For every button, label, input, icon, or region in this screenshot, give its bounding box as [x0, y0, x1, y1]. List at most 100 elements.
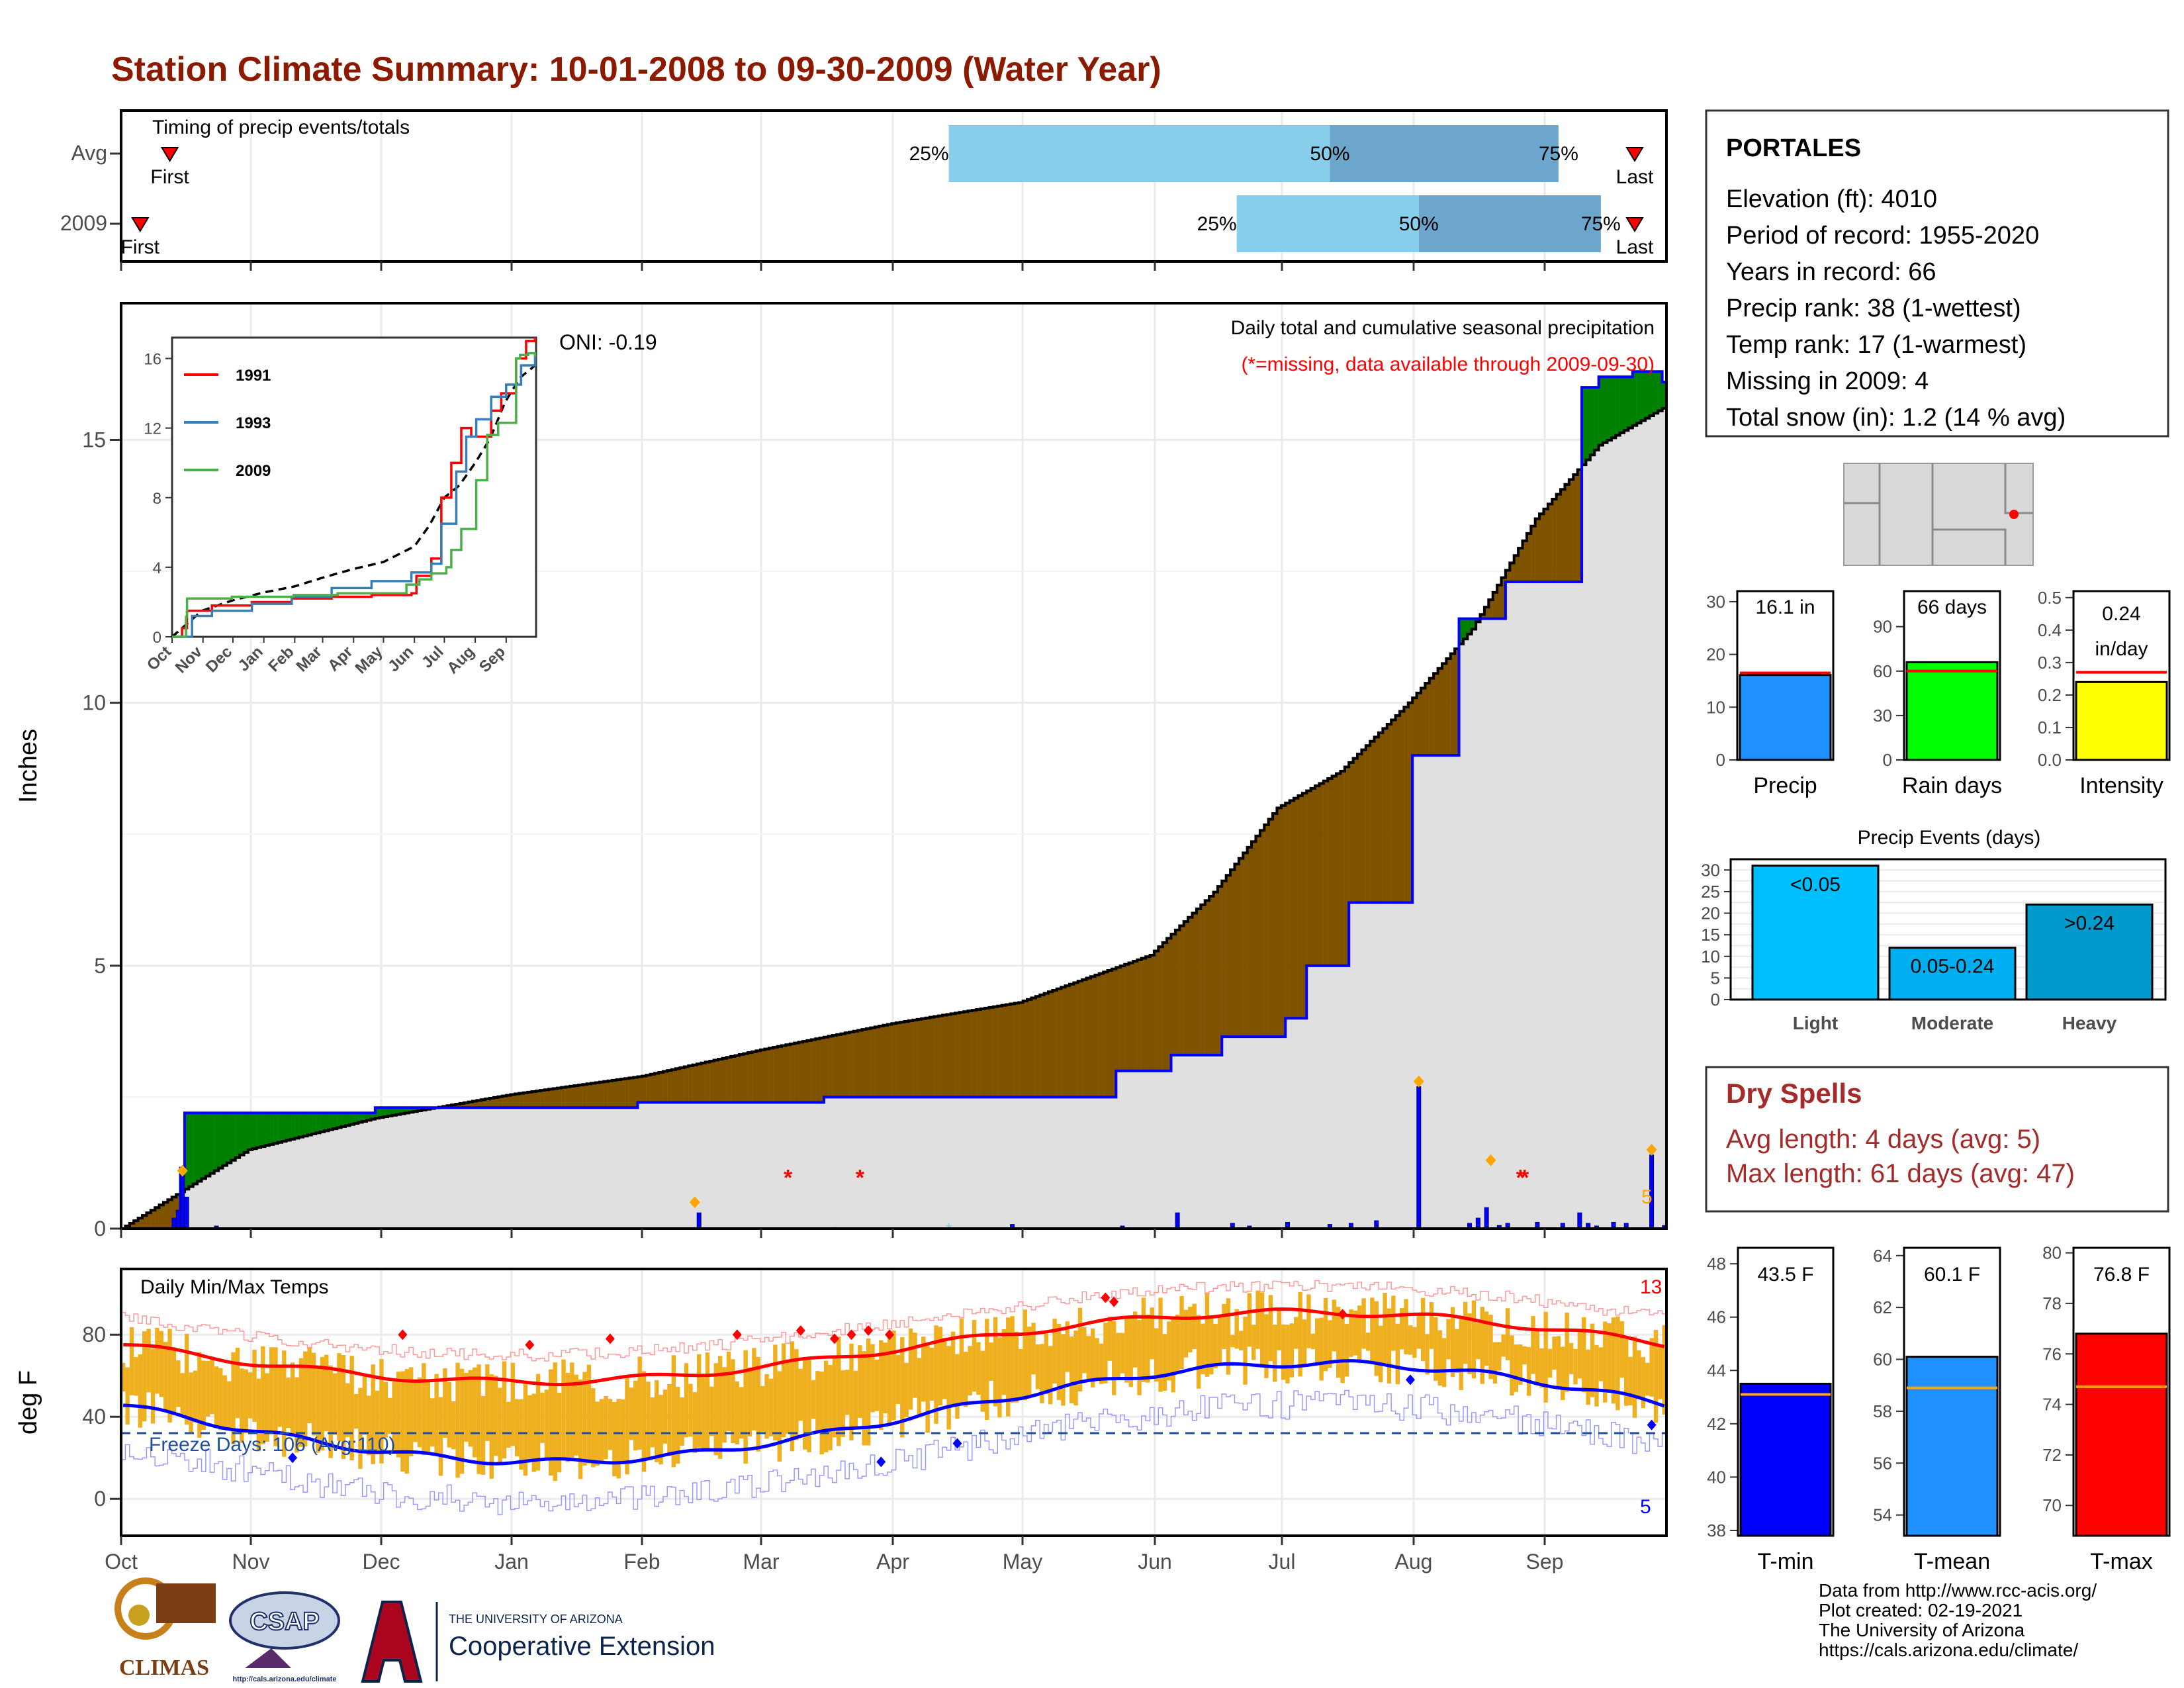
daily-temp-bar	[277, 1366, 283, 1427]
daily-temp-bar	[1234, 1309, 1239, 1349]
temp-bar-y-tick: 76	[2042, 1344, 2062, 1364]
surplus-fill	[379, 1107, 384, 1118]
daily-temp-bar	[1514, 1344, 1519, 1392]
deficit-fill	[667, 1070, 672, 1103]
daily-temp-bar	[337, 1353, 341, 1441]
deficit-fill	[1061, 987, 1066, 1098]
surplus-fill	[286, 1113, 291, 1141]
daily-temp-bar	[349, 1356, 354, 1461]
daily-temp-bar	[1586, 1349, 1590, 1405]
deficit-fill	[637, 1076, 642, 1103]
deficit-fill	[883, 1025, 888, 1098]
daily-temp-bar	[367, 1395, 371, 1456]
daily-temp-bar	[900, 1337, 905, 1438]
daily-temp-bar	[1086, 1336, 1091, 1380]
deficit-fill	[743, 1053, 748, 1103]
daily-temp-bar	[443, 1368, 447, 1438]
daily-temp-bar	[477, 1364, 481, 1474]
daily-temp-bar	[1255, 1290, 1260, 1349]
deficit-fill	[1501, 577, 1506, 619]
daily-temp-bar	[828, 1364, 833, 1450]
heavy-event-marker	[1413, 1075, 1424, 1088]
csap-logo-text: CSAP	[250, 1608, 320, 1636]
daily-temp-bar	[1518, 1344, 1523, 1385]
temp-bar-y-tick: 78	[2042, 1293, 2062, 1313]
daily-temp-bar	[1226, 1298, 1231, 1375]
daily-temp-bar	[142, 1331, 147, 1422]
deficit-fill	[989, 1007, 993, 1098]
deficit-fill	[1569, 479, 1574, 582]
surplus-fill	[248, 1113, 253, 1150]
surplus-fill	[210, 1113, 214, 1174]
daily-temp-bar	[807, 1360, 811, 1452]
x-tick-label: Feb	[623, 1550, 660, 1573]
surplus-fill	[375, 1107, 380, 1119]
deficit-fill	[1082, 979, 1087, 1098]
daily-temp-bar	[252, 1349, 257, 1422]
small-bar-y-tick: 0.1	[2038, 718, 2062, 737]
daily-temp-bar	[1162, 1334, 1167, 1391]
daily-temp-bar	[837, 1336, 841, 1446]
daily-temp-bar	[874, 1359, 880, 1411]
daily-temp-bar	[214, 1366, 219, 1427]
daily-temp-bar	[1179, 1295, 1184, 1370]
surplus-fill	[396, 1107, 401, 1115]
deficit-fill	[1340, 771, 1345, 966]
daily-temp-bar	[1023, 1309, 1028, 1401]
daily-temp-bar	[853, 1370, 858, 1429]
surplus-fill	[1611, 377, 1616, 438]
daily-temp-bar	[1653, 1330, 1659, 1423]
daily-temp-bar	[464, 1372, 469, 1442]
deficit-fill	[565, 1086, 570, 1108]
deficit-fill	[968, 1011, 972, 1098]
deficit-fill	[523, 1092, 528, 1108]
daily-temp-bar	[341, 1354, 346, 1460]
x-tick-label: Apr	[876, 1550, 909, 1573]
deficit-fill	[1370, 741, 1375, 903]
credits: Data from http://www.rcc-acis.org/ Plot …	[1819, 1581, 2097, 1660]
event-category: Moderate	[1911, 1013, 1993, 1033]
daily-temp-bar	[205, 1360, 210, 1417]
surplus-fill	[298, 1113, 304, 1137]
daily-temp-bar	[1298, 1291, 1302, 1377]
temp-bar-y-tick: 44	[1707, 1360, 1726, 1380]
daily-temp-bar	[1027, 1327, 1032, 1398]
daily-temp-bar	[514, 1399, 520, 1457]
percentile-label: 50%	[1310, 143, 1349, 165]
deficit-fill	[654, 1073, 659, 1103]
y-tick-label: 5	[94, 954, 106, 978]
temp-bar-category: T-max	[2090, 1549, 2152, 1574]
deficit-fill	[590, 1083, 596, 1108]
deficit-fill	[1374, 737, 1379, 903]
daily-temp-bar	[959, 1319, 964, 1404]
daily-temp-bar	[1619, 1321, 1625, 1378]
daily-temp-bar	[1404, 1299, 1408, 1354]
deficit-fill	[963, 1011, 968, 1098]
daily-temp-bar	[802, 1357, 807, 1450]
events-y-tick: 25	[1701, 882, 1720, 902]
last-marker	[1625, 147, 1644, 162]
small-bar-value-label: 16.1 in	[1755, 596, 1815, 618]
small-bar-y-tick: 0	[1716, 750, 1725, 770]
deficit-fill	[1361, 749, 1366, 903]
daily-temp-bar	[498, 1387, 502, 1464]
deficit-fill	[1310, 788, 1316, 966]
daily-temp-bar	[510, 1362, 515, 1446]
daily-temp-bar	[676, 1386, 680, 1464]
deficit-fill	[815, 1039, 820, 1103]
daily-temp-bar	[1061, 1334, 1066, 1406]
deficit-fill	[904, 1021, 909, 1098]
daily-temp-bar	[1230, 1335, 1235, 1348]
deficit-fill	[692, 1064, 698, 1103]
deficit-fill	[1497, 585, 1502, 619]
daily-temp-bar	[455, 1362, 460, 1478]
deficit-fill	[1416, 692, 1422, 756]
first-marker	[160, 147, 179, 162]
deficit-fill	[717, 1059, 723, 1103]
heavy-event-marker	[1646, 1143, 1657, 1156]
daily-temp-bar	[1476, 1323, 1480, 1360]
deficit-fill	[633, 1077, 638, 1108]
daily-temp-bar	[794, 1349, 799, 1440]
daily-temp-bar	[138, 1354, 142, 1428]
temp-bar-y-tick: 60	[1873, 1350, 1892, 1370]
